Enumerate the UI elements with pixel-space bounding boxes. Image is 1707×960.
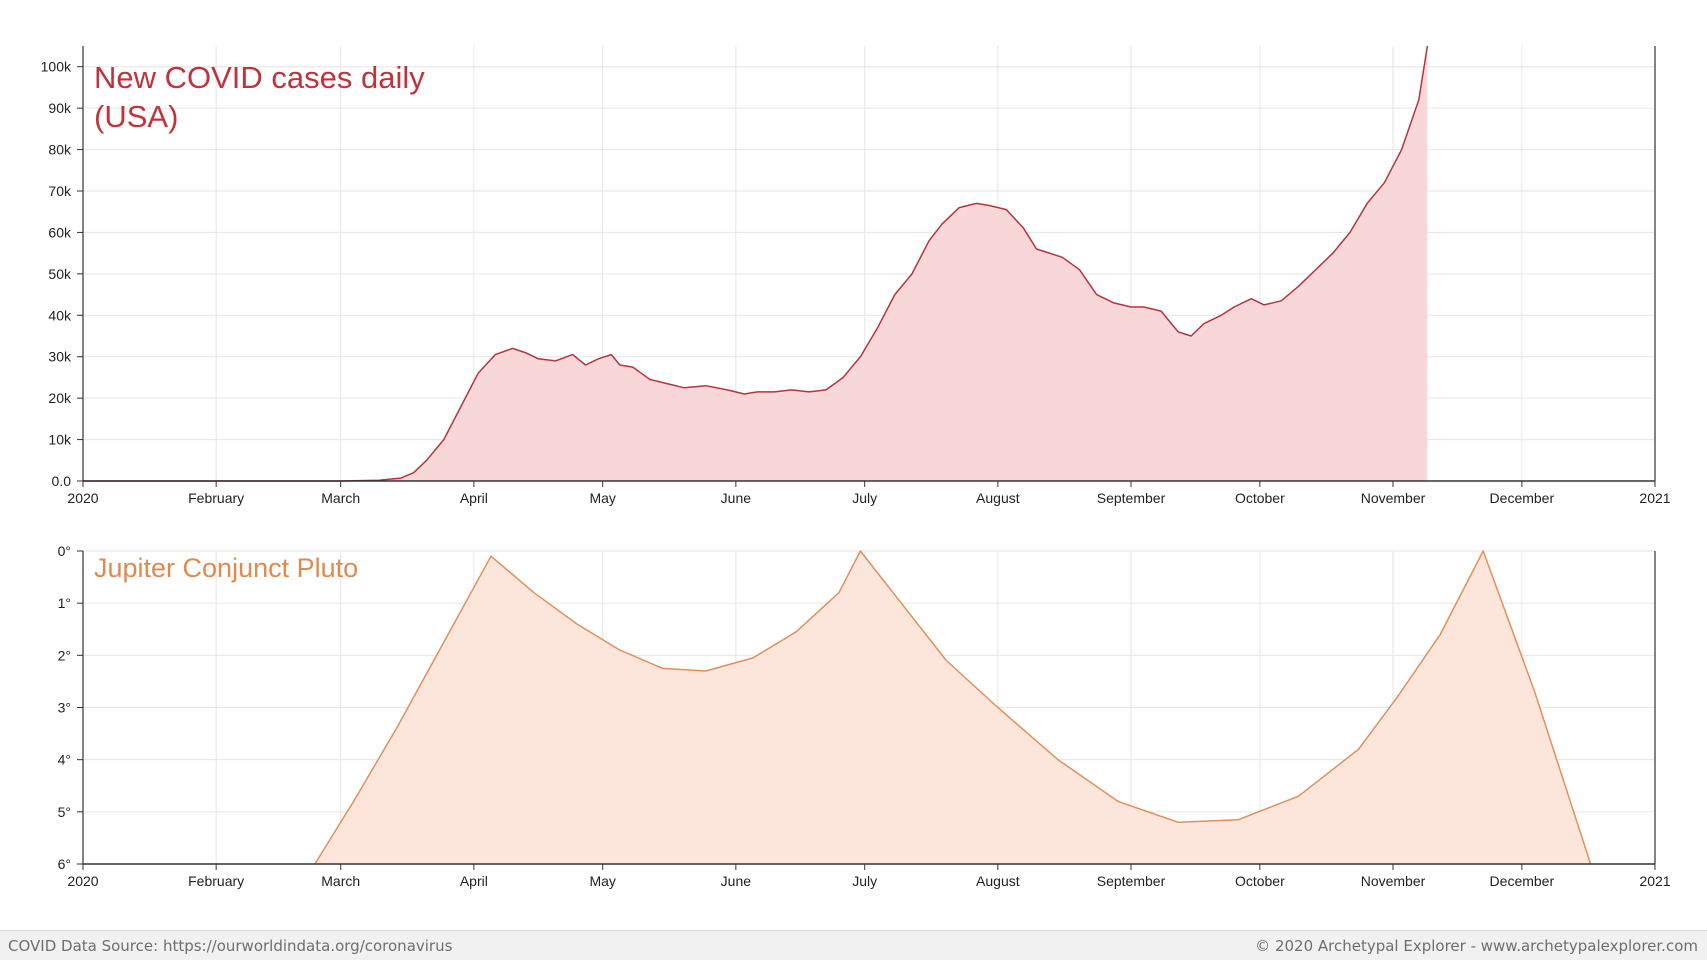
x-tick-label: March [321,873,360,889]
data-source-text: COVID Data Source: https://ourworldindat… [8,937,453,955]
copyright-text: © 2020 Archetypal Explorer - www.archety… [1255,937,1698,955]
x-tick-label: September [1097,873,1166,889]
x-tick-label: September [1097,490,1166,506]
y-tick-label: 80k [48,142,72,158]
x-tick-label: October [1235,873,1285,889]
chart-panel-2: 0° 1° 2° 3° 4° 5° 6°2020 February March April May J… [58,543,1671,889]
x-tick-label: June [721,873,752,889]
x-tick-label: 2020 [67,490,98,506]
y-tick-label: 0° [58,543,71,559]
series-line [314,550,1592,865]
y-tick-label: 2° [58,647,71,663]
chart-title: Jupiter Conjunct Pluto [94,553,358,583]
y-tick-label: 10k [48,432,72,448]
y-tick-label: 6° [58,856,71,872]
chart-title: (USA) [94,99,178,134]
x-tick-label: May [589,490,615,506]
x-tick-label: November [1361,490,1426,506]
y-tick-label: 1° [58,595,71,611]
y-tick-label: 3° [58,700,71,716]
y-tick-label: 90k [48,100,72,116]
y-tick-label: 4° [58,752,71,768]
x-tick-label: August [976,873,1020,889]
y-tick-label: 50k [48,266,72,282]
y-tick-label: 40k [48,307,72,323]
x-tick-label: June [721,490,752,506]
x-tick-label: November [1361,873,1426,889]
charts-canvas: 0.0 10k 20k 30k 40k 50k 60k 70k 80k 90k 100k 2020 Fe… [41,45,1671,889]
x-tick-label: December [1490,490,1555,506]
x-tick-label: August [976,490,1020,506]
y-tick-label: 60k [48,224,72,240]
x-tick-label: October [1235,490,1285,506]
x-tick-label: July [852,490,877,506]
x-tick-label: May [589,873,615,889]
x-tick-label: April [460,873,488,889]
chart-title: New COVID cases daily [94,60,425,95]
x-tick-label: April [460,490,488,506]
y-tick-label: 100k [41,59,72,75]
x-tick-label: December [1490,873,1555,889]
x-tick-label: March [321,490,360,506]
y-tick-label: 20k [48,390,72,406]
x-tick-label: 2021 [1639,873,1670,889]
x-tick-label: 2021 [1639,490,1670,506]
series-area [83,46,1428,481]
series-line [83,45,1429,482]
x-tick-label: February [188,490,244,506]
x-tick-label: 2020 [67,873,98,889]
y-tick-label: 30k [48,349,72,365]
footer-bar: COVID Data Source: https://ourworldindat… [0,930,1707,960]
y-tick-label: 0.0 [52,473,72,489]
series-area [314,551,1591,864]
chart-panel-1: 0.0 10k 20k 30k 40k 50k 60k 70k 80k 90k 100k 2020 Fe… [41,45,1671,506]
x-tick-label: July [852,873,877,889]
y-tick-label: 5° [58,804,71,820]
y-tick-label: 70k [48,183,72,199]
x-tick-label: February [188,873,244,889]
